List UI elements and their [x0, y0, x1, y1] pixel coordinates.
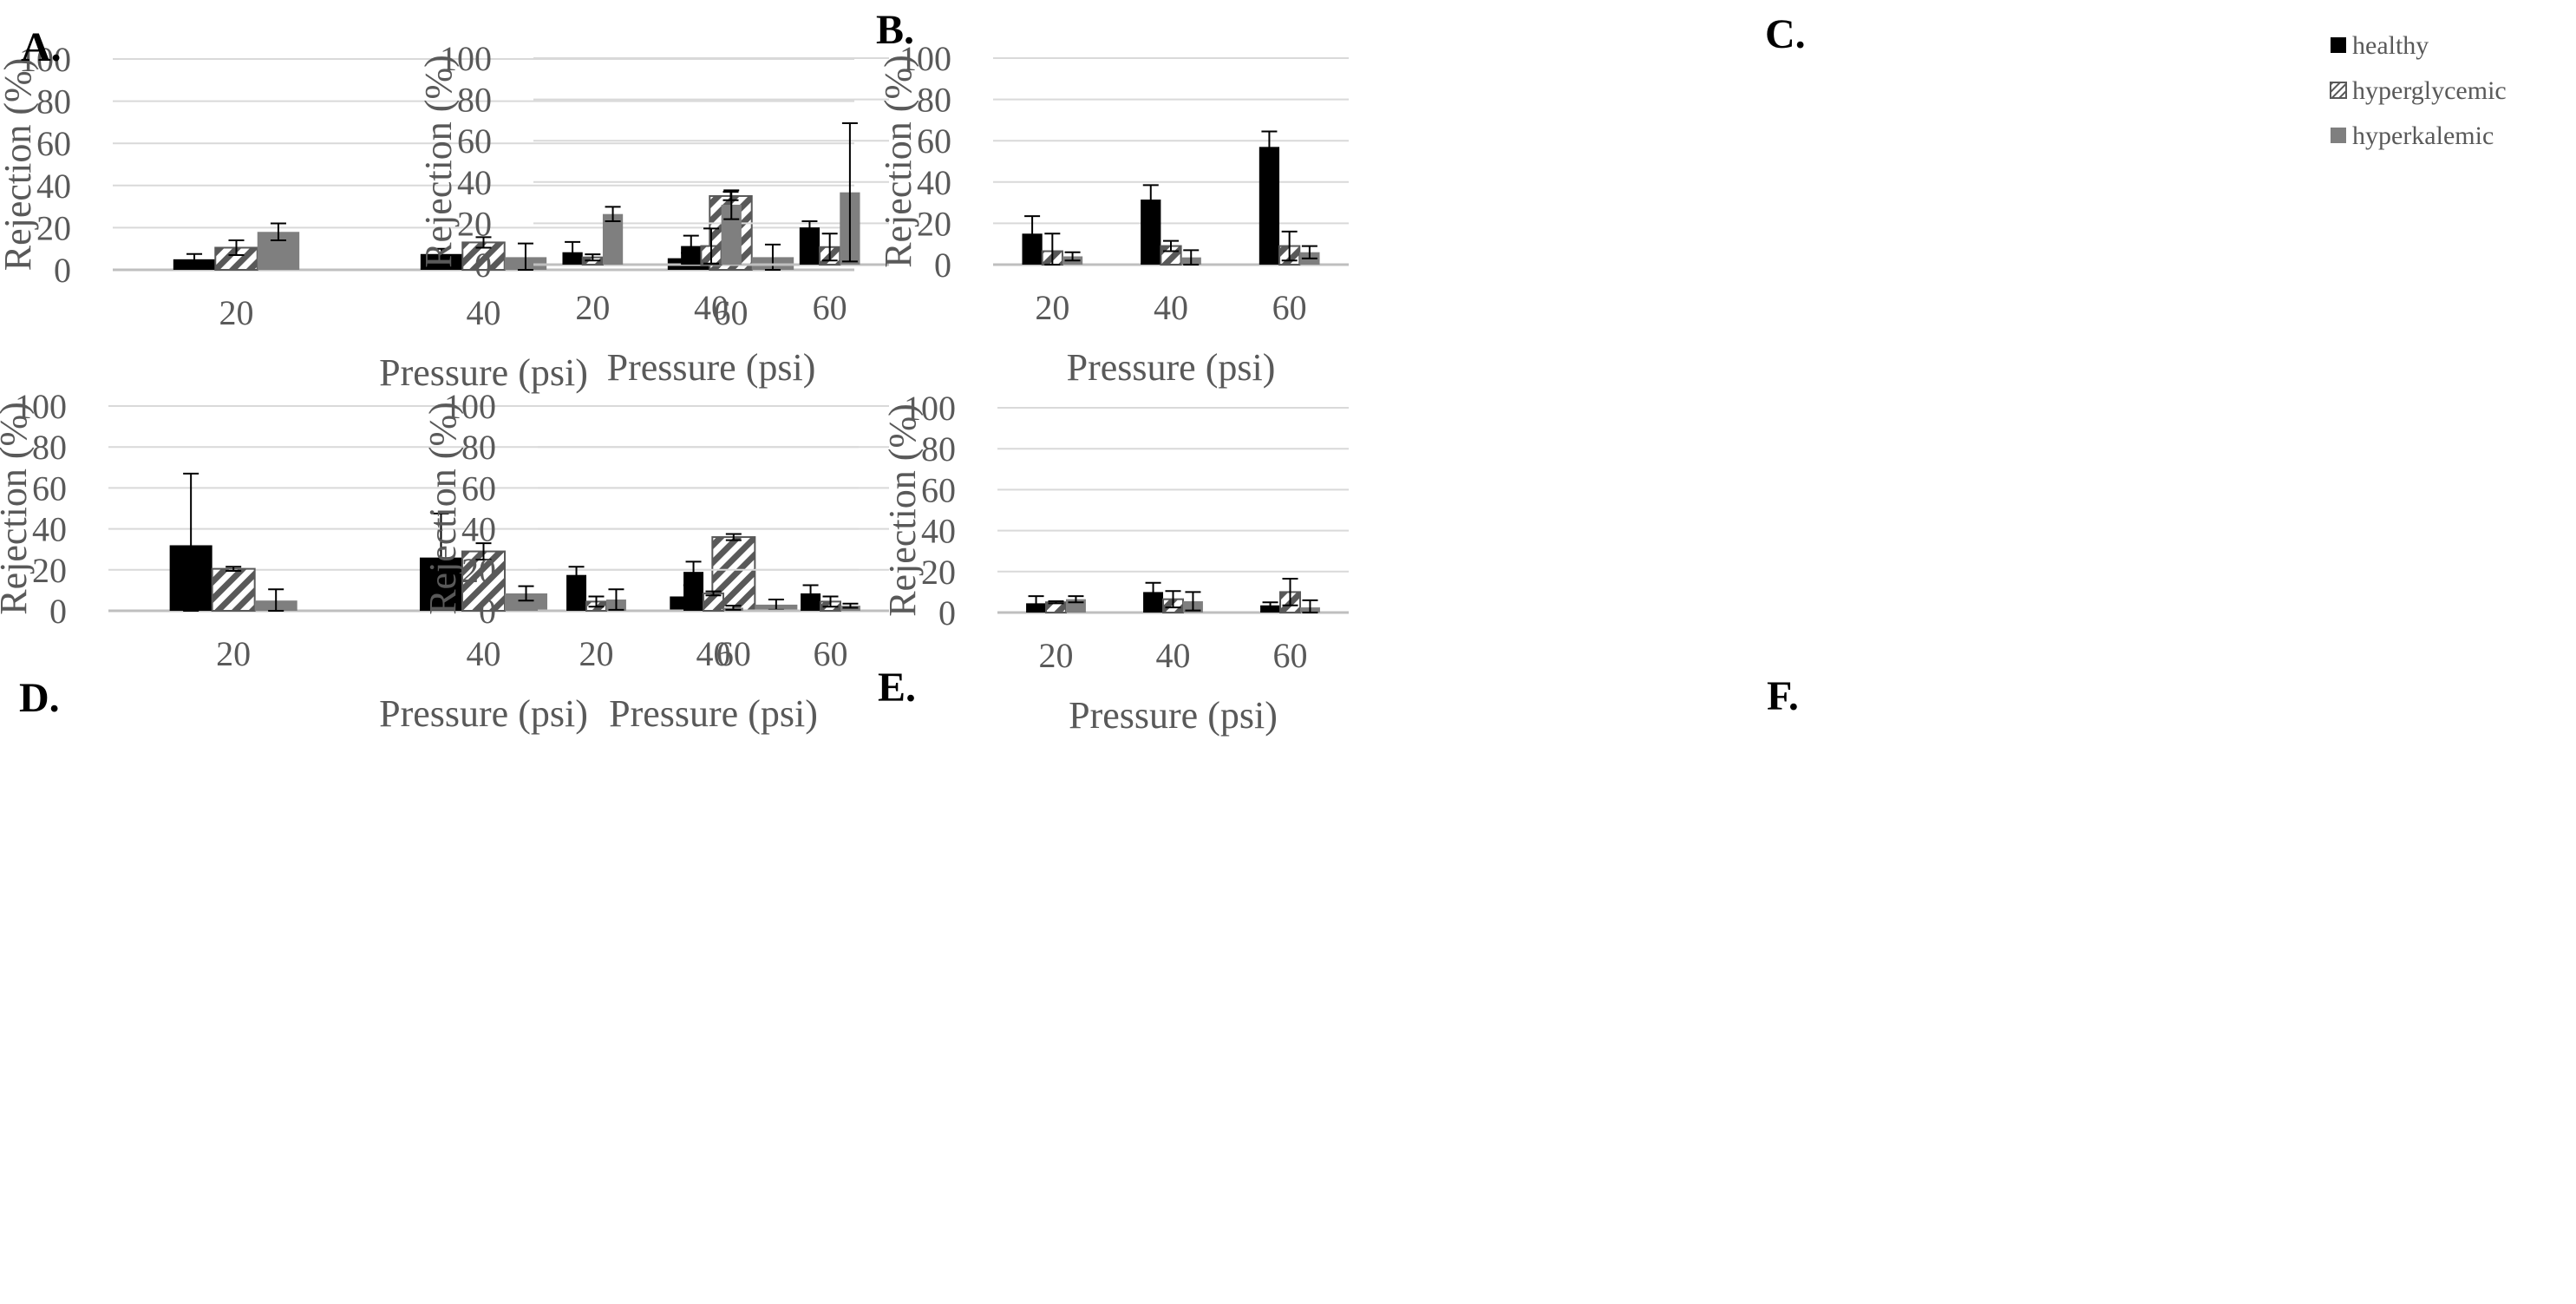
y-tick-label: 80: [461, 428, 496, 467]
panel-letter: A.: [21, 24, 62, 70]
y-tick-label: 40: [461, 510, 496, 549]
y-tick-label: 20: [921, 553, 956, 592]
y-tick-label: 0: [49, 592, 67, 631]
x-tick-label: 40: [467, 293, 501, 332]
x-tick-label: 20: [575, 288, 610, 327]
y-axis-title: Rejection (%): [422, 402, 464, 615]
y-tick-label: 60: [36, 124, 71, 163]
bar-healthy: [420, 253, 463, 270]
bar-healthy: [1141, 200, 1161, 265]
y-tick-label: 80: [36, 82, 71, 121]
y-tick-label: 20: [917, 204, 951, 243]
x-tick-label: 20: [216, 634, 251, 673]
x-tick-label: 40: [694, 288, 729, 327]
x-tick-label: 60: [813, 288, 847, 327]
x-tick-label: 20: [579, 634, 614, 673]
y-tick-label: 100: [904, 389, 956, 428]
y-tick-label: 80: [917, 81, 951, 120]
x-axis-title: Pressure (psi): [1069, 694, 1278, 737]
x-tick-label: 20: [1035, 288, 1069, 327]
y-tick-label: 100: [19, 40, 71, 79]
x-tick-label: 20: [219, 293, 254, 332]
y-tick-label: 40: [32, 510, 67, 549]
panel-letter: C.: [1765, 11, 1806, 57]
y-tick-label: 60: [921, 470, 956, 509]
legend-swatch-hyperglycemic: [2330, 82, 2347, 99]
bar-hyperglycemic: [211, 567, 256, 612]
legend-swatch-healthy: [2331, 37, 2346, 53]
bar-hyperkalemic: [602, 213, 624, 265]
y-tick-label: 100: [444, 387, 496, 426]
y-tick-label: 20: [36, 208, 71, 247]
x-axis-title: Pressure (psi): [609, 692, 818, 735]
y-tick-label: 100: [15, 387, 67, 426]
y-tick-label: 60: [917, 121, 951, 161]
y-tick-label: 60: [461, 469, 496, 508]
x-tick-label: 40: [467, 634, 501, 673]
bar-hyperglycemic: [461, 550, 507, 612]
panel-letter: B.: [876, 7, 914, 53]
x-tick-label: 60: [1272, 288, 1307, 327]
y-tick-label: 60: [457, 121, 492, 161]
y-tick-label: 100: [440, 39, 492, 78]
x-tick-label: 60: [1273, 636, 1308, 675]
x-axis-title: Pressure (psi): [379, 351, 588, 394]
bar-healthy: [799, 227, 821, 265]
panel-letter: D.: [19, 675, 60, 721]
legend-label-healthy: healthy: [2352, 31, 2429, 60]
y-axis-title: Rejection (%): [0, 58, 39, 272]
y-tick-label: 80: [457, 81, 492, 120]
y-tick-label: 40: [457, 163, 492, 202]
y-axis-title: Rejection (%): [881, 403, 924, 617]
bar-healthy: [1143, 592, 1164, 613]
x-tick-label: 40: [1154, 288, 1188, 327]
legend-label-hyperglycemic: hyperglycemic: [2352, 76, 2507, 105]
x-tick-label: 40: [696, 634, 731, 673]
bar-healthy: [1259, 147, 1280, 265]
x-tick-label: 60: [716, 634, 751, 673]
panel-letter: E.: [878, 665, 916, 711]
x-axis-title: Pressure (psi): [1067, 346, 1276, 389]
y-tick-label: 20: [457, 204, 492, 243]
y-tick-label: 20: [32, 551, 67, 590]
y-tick-label: 60: [32, 469, 67, 508]
x-tick-label: 60: [714, 293, 749, 332]
y-tick-label: 0: [934, 246, 951, 285]
legend-swatch-hyperkalemic: [2331, 128, 2346, 143]
x-axis-title: Pressure (psi): [379, 692, 588, 735]
y-tick-label: 0: [479, 592, 496, 631]
x-tick-label: 20: [1039, 636, 1074, 675]
y-tick-label: 100: [899, 39, 951, 78]
y-tick-label: 0: [474, 246, 492, 285]
y-tick-label: 20: [461, 551, 496, 590]
x-axis-title: Pressure (psi): [607, 346, 816, 389]
y-tick-label: 80: [32, 428, 67, 467]
y-tick-label: 40: [36, 167, 71, 206]
y-tick-label: 0: [938, 593, 956, 632]
x-tick-label: 40: [1156, 636, 1191, 675]
y-tick-label: 0: [54, 251, 71, 290]
y-tick-label: 40: [917, 163, 951, 202]
legend: healthy hyperglycemic hyperkalemic: [2330, 31, 2507, 150]
y-tick-label: 80: [921, 429, 956, 469]
y-axis-title: Rejection (%): [0, 402, 35, 615]
y-axis-title: Rejection (%): [877, 55, 919, 268]
panel-letter: F.: [1767, 673, 1799, 719]
bar-hyperkalemic: [505, 593, 548, 611]
y-axis-title: Rejection (%): [417, 55, 460, 268]
x-tick-label: 60: [814, 634, 848, 673]
y-tick-label: 40: [921, 512, 956, 551]
legend-label-hyperkalemic: hyperkalemic: [2352, 121, 2494, 150]
